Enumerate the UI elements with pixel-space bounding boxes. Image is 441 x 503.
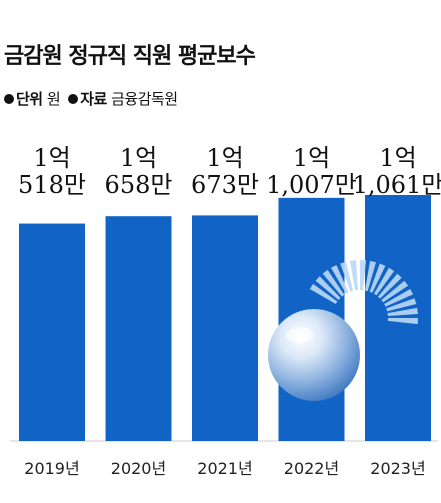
source-key: 자료 — [80, 90, 107, 108]
value-label-line2: 658만 — [105, 171, 173, 199]
value-label-line2: 1,061만 — [353, 171, 441, 199]
bar-1 — [105, 216, 172, 441]
source-value: 금융감독원 — [111, 90, 178, 108]
value-label-line1: 1억 — [379, 144, 416, 172]
x-tick-label: 2022년 — [284, 459, 339, 478]
unit-value: 원 — [46, 90, 61, 108]
x-tick-label: 2020년 — [111, 459, 166, 478]
x-tick-label: 2021년 — [197, 459, 252, 478]
bullet-icon — [68, 94, 79, 104]
x-tick-label: 2019년 — [24, 459, 79, 478]
chart-meta: 단위 원 자료 금융감독원 — [4, 88, 178, 109]
value-label-line2: 1,007만 — [266, 171, 357, 199]
bar-0 — [19, 223, 85, 441]
value-label-line1: 1억 — [120, 144, 157, 172]
value-label-line1: 1억 — [33, 144, 70, 172]
chart-title: 금감원 정규직 직원 평균보수 — [4, 44, 256, 69]
value-label-line2: 518만 — [18, 171, 86, 199]
bar-2 — [192, 215, 258, 441]
fss-logo-icon — [268, 260, 418, 401]
value-label-line2: 673만 — [191, 171, 259, 199]
x-tick-label: 2023년 — [370, 459, 425, 478]
unit-key: 단위 — [16, 90, 43, 108]
bullet-icon — [4, 94, 14, 104]
value-label-line1: 1억 — [293, 144, 330, 172]
value-label-line1: 1억 — [206, 144, 243, 172]
